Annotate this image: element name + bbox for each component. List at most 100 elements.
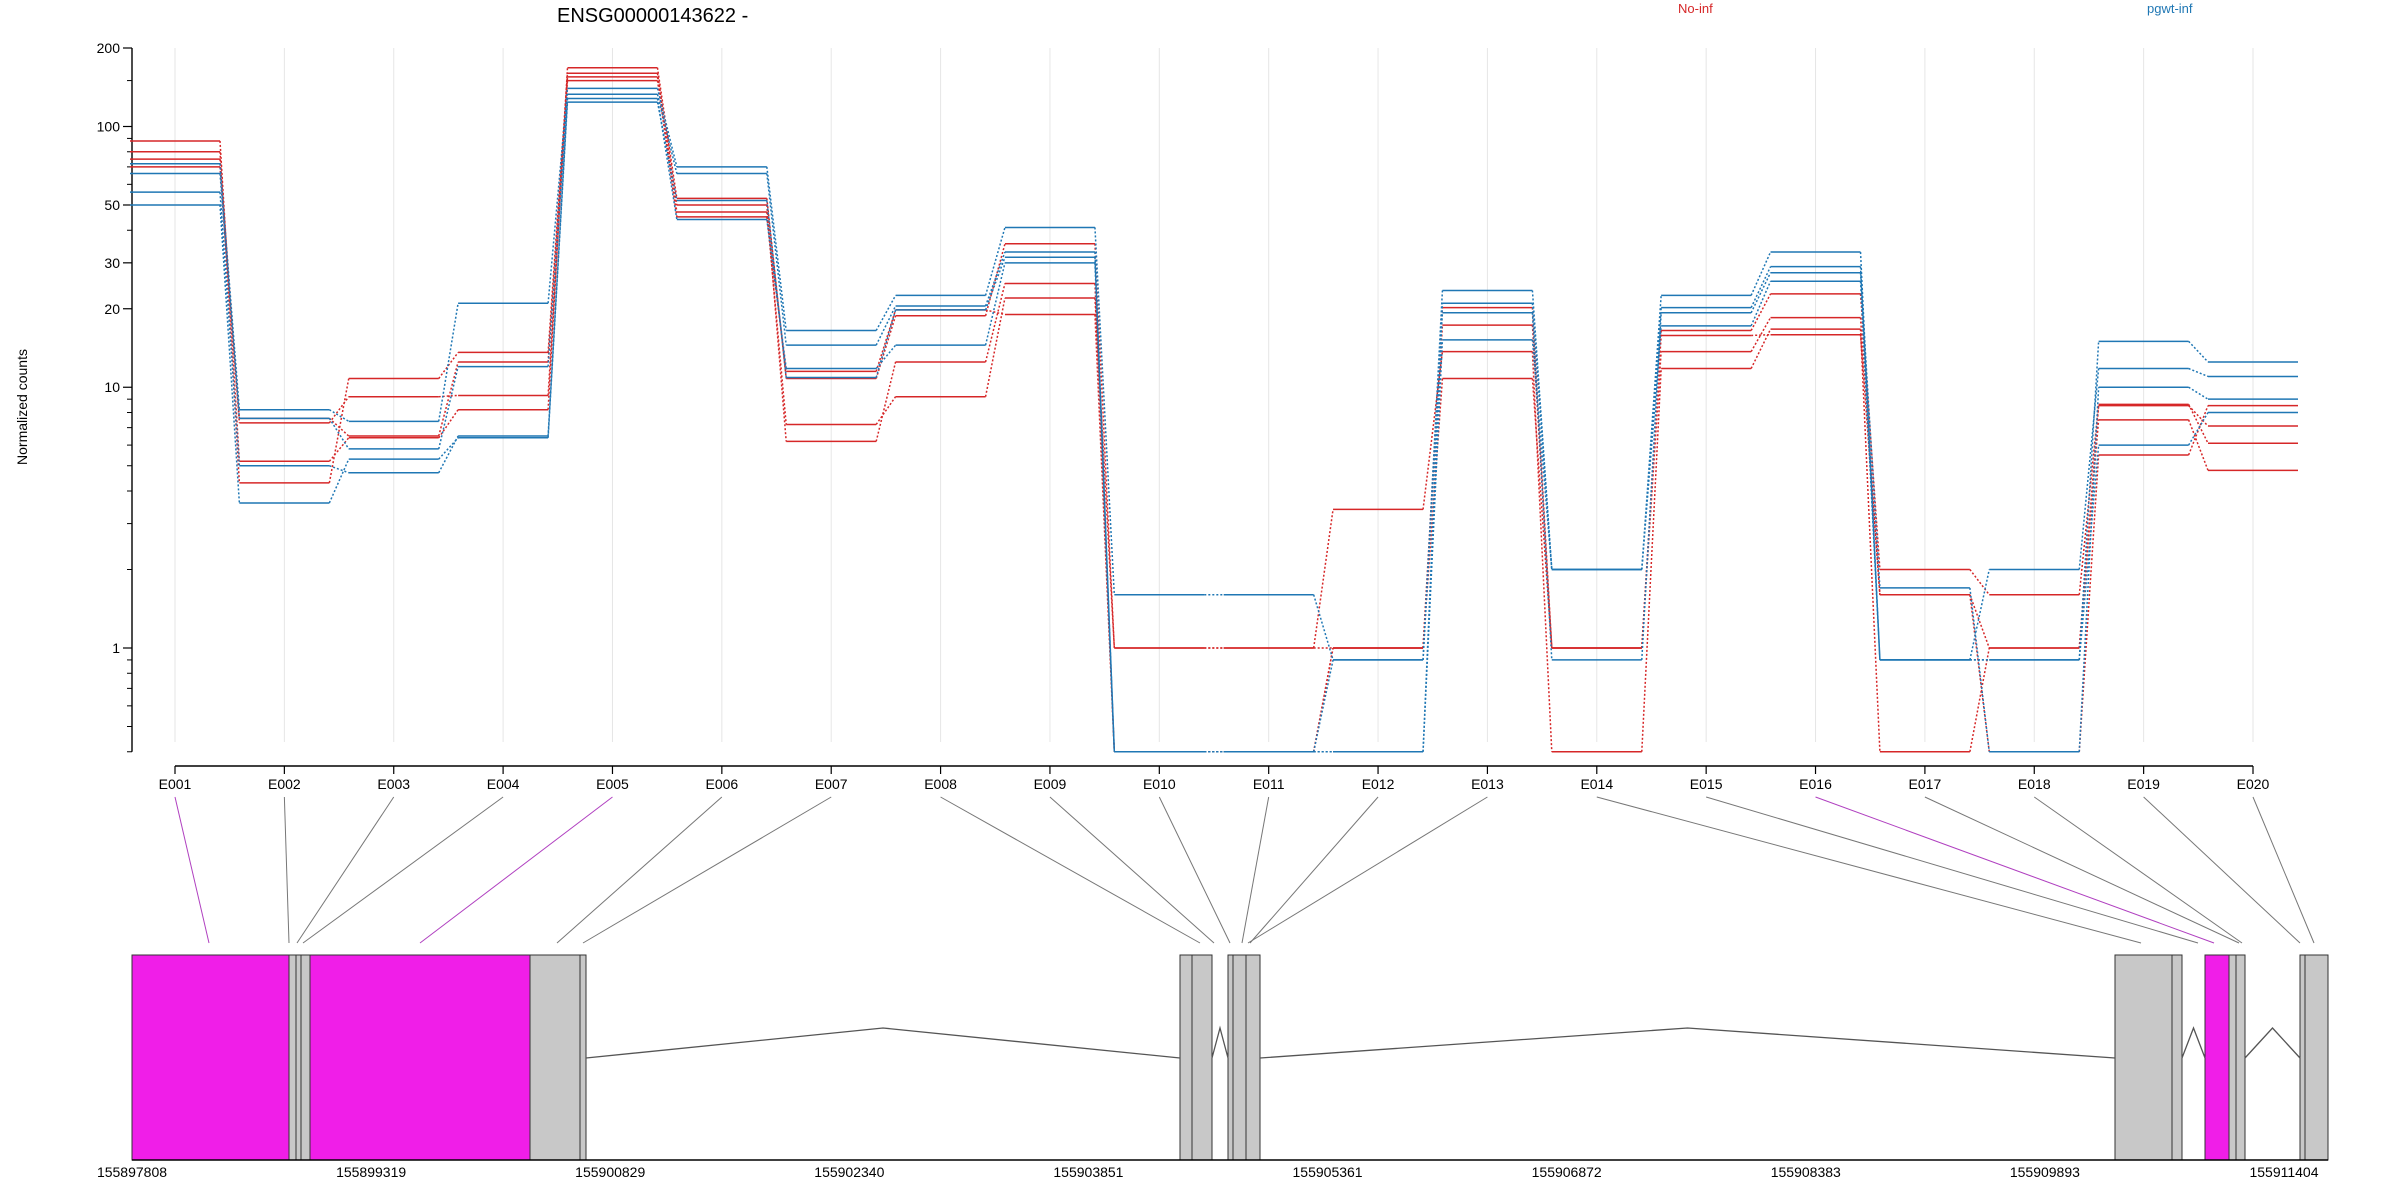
series-connector [328,417,350,437]
series-connector [2078,341,2100,660]
series-connector [328,378,350,483]
series-connector [875,396,897,425]
y-tick-label: 1 [112,640,120,656]
x-tick-label: E018 [2018,776,2051,792]
series-connector [656,94,678,174]
exon-mapping-line [1924,796,2240,944]
series-connector [2078,419,2100,649]
series-connector [2188,367,2209,378]
series-connector [219,163,241,410]
series-connector [766,204,787,442]
intron-line [2181,1026,2206,1059]
exon-mapping-line [283,796,290,944]
series-connector [1312,594,1334,661]
series-connector [2188,405,2209,427]
exon-mapping-line [174,796,210,944]
exon-block [300,954,311,1161]
exon-mapping-line [2252,796,2315,944]
series-connector [547,94,569,367]
exon-mapping-line [419,796,613,944]
exon-mapping-line [1158,796,1231,944]
series-connector [1312,659,1334,752]
x-tick-label: E007 [815,776,848,792]
series-connector [1094,262,1116,752]
exon-block [2235,954,2246,1161]
intron-line [2244,1027,2301,1059]
genomic-tick-label: 155897808 [97,1164,167,1180]
series-connector [1750,280,1772,327]
exon-mapping-line [556,796,723,944]
genomic-tick-label: 155902340 [814,1164,884,1180]
y-tick-label: 30 [104,255,120,271]
exon-block [529,954,581,1161]
series-connector [1859,334,1881,595]
exon-mapping-line [2143,796,2301,944]
series-connector [1531,339,1553,570]
exon-mapping-line [1049,796,1215,944]
exon-block [131,954,290,1161]
y-tick-label: 100 [97,118,121,134]
x-tick-label: E006 [705,776,738,792]
x-tick-label: E001 [159,776,192,792]
series-connector [1422,351,1444,510]
series-1 [130,66,2298,649]
x-tick-label: E010 [1143,776,1176,792]
exon-block [2204,954,2230,1161]
x-tick-label: E014 [1580,776,1613,792]
series-connector [2078,368,2100,570]
series-connector [875,315,897,379]
genomic-tick-label: 155906872 [1532,1164,1602,1180]
x-tick-label: E019 [2127,776,2160,792]
series-connector [766,166,787,331]
series-connector [1531,378,1553,649]
series-connector [1531,307,1553,649]
series-connector [329,465,349,474]
exon-block [1179,954,1193,1161]
exon-block [1245,954,1261,1161]
series-connector [2187,419,2209,471]
series-connector [219,192,241,466]
exon-mapping-line [1815,796,2215,944]
series-connector [656,98,678,220]
exon-block [2299,954,2306,1161]
series-connector [1641,312,1662,660]
x-tick-label: E003 [377,776,410,792]
series-connector [1969,569,1990,661]
series-connector [438,437,459,460]
x-tick-label: E013 [1471,776,1504,792]
exon-block [309,954,531,1161]
exon-block [579,954,587,1161]
series-connector [1750,293,1772,331]
series-connector [984,283,1006,363]
x-tick-label: E005 [596,776,629,792]
series-connector [1750,266,1772,308]
series-connector [1531,351,1553,752]
series-connector [219,173,241,419]
exon-mapping-line [302,796,504,944]
series-connector [1751,333,1771,337]
exon-block [295,954,302,1161]
series-connector [1641,368,1662,752]
series-connector [1969,569,1990,596]
series-connector [766,211,787,425]
series-connector [2188,386,2209,400]
x-tick-label: E020 [2237,776,2270,792]
genomic-tick-label: 155899319 [336,1164,406,1180]
series-connector [328,417,350,450]
series-connector [1312,509,1334,649]
grid-layer [174,48,2254,742]
exon-block [288,954,297,1161]
series-connector [438,361,459,437]
y-tick-label: 10 [104,379,120,395]
x-tick-label: E011 [1253,776,1285,792]
x-tick-label: E009 [1034,776,1067,792]
exon-mapping-line [582,796,832,944]
series-connector [985,309,1006,316]
series-connector [875,305,897,346]
exon-mapping-line [296,796,395,944]
exon-mapping-line [1596,796,2142,944]
exon-block [1227,954,1234,1161]
series-connector [328,437,350,462]
series-6 [130,93,2298,753]
series-connector [984,257,1006,311]
